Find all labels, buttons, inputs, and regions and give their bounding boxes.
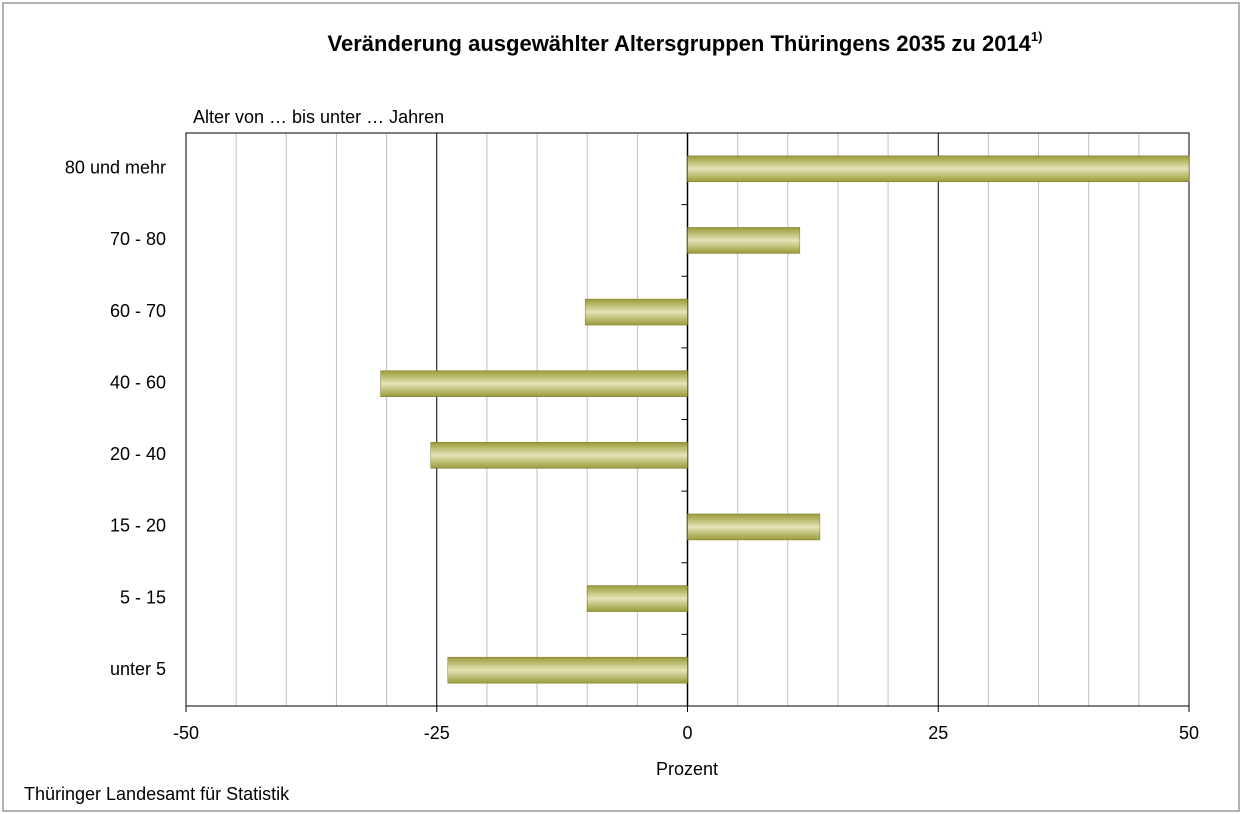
- bar: [687, 155, 1190, 183]
- bar: [586, 585, 688, 612]
- y-tick-label: 20 - 40: [110, 444, 166, 464]
- x-tick-label: 50: [1179, 723, 1199, 743]
- y-tick-label: 15 - 20: [110, 516, 166, 536]
- y-tick-label: 60 - 70: [110, 301, 166, 321]
- x-tick-label: 0: [682, 723, 692, 743]
- y-tick-label: 5 - 15: [120, 587, 166, 607]
- source: Thüringer Landesamt für Statistik: [24, 784, 290, 804]
- y-tick-label: 40 - 60: [110, 372, 166, 392]
- y-axis-label: Alter von … bis unter … Jahren: [193, 107, 444, 127]
- chart-title: Veränderung ausgewählter Altersgruppen T…: [328, 29, 1043, 55]
- x-tick-label: -25: [424, 723, 450, 743]
- y-tick-label: 70 - 80: [110, 229, 166, 249]
- bar: [687, 227, 801, 254]
- y-tick-label: 80 und mehr: [65, 158, 166, 178]
- bar: [687, 513, 821, 541]
- y-tick-label: unter 5: [110, 659, 166, 679]
- title-text: Veränderung ausgewählter Altersgruppen T…: [328, 31, 1032, 56]
- footnote-mark: 1): [1031, 29, 1043, 44]
- x-tick-label: 25: [928, 723, 948, 743]
- bar: [584, 298, 688, 326]
- x-axis-label: Prozent: [656, 759, 718, 779]
- x-tick-label: -50: [173, 723, 199, 743]
- bar: [447, 656, 688, 684]
- bar: [380, 370, 688, 397]
- bar: [430, 442, 688, 469]
